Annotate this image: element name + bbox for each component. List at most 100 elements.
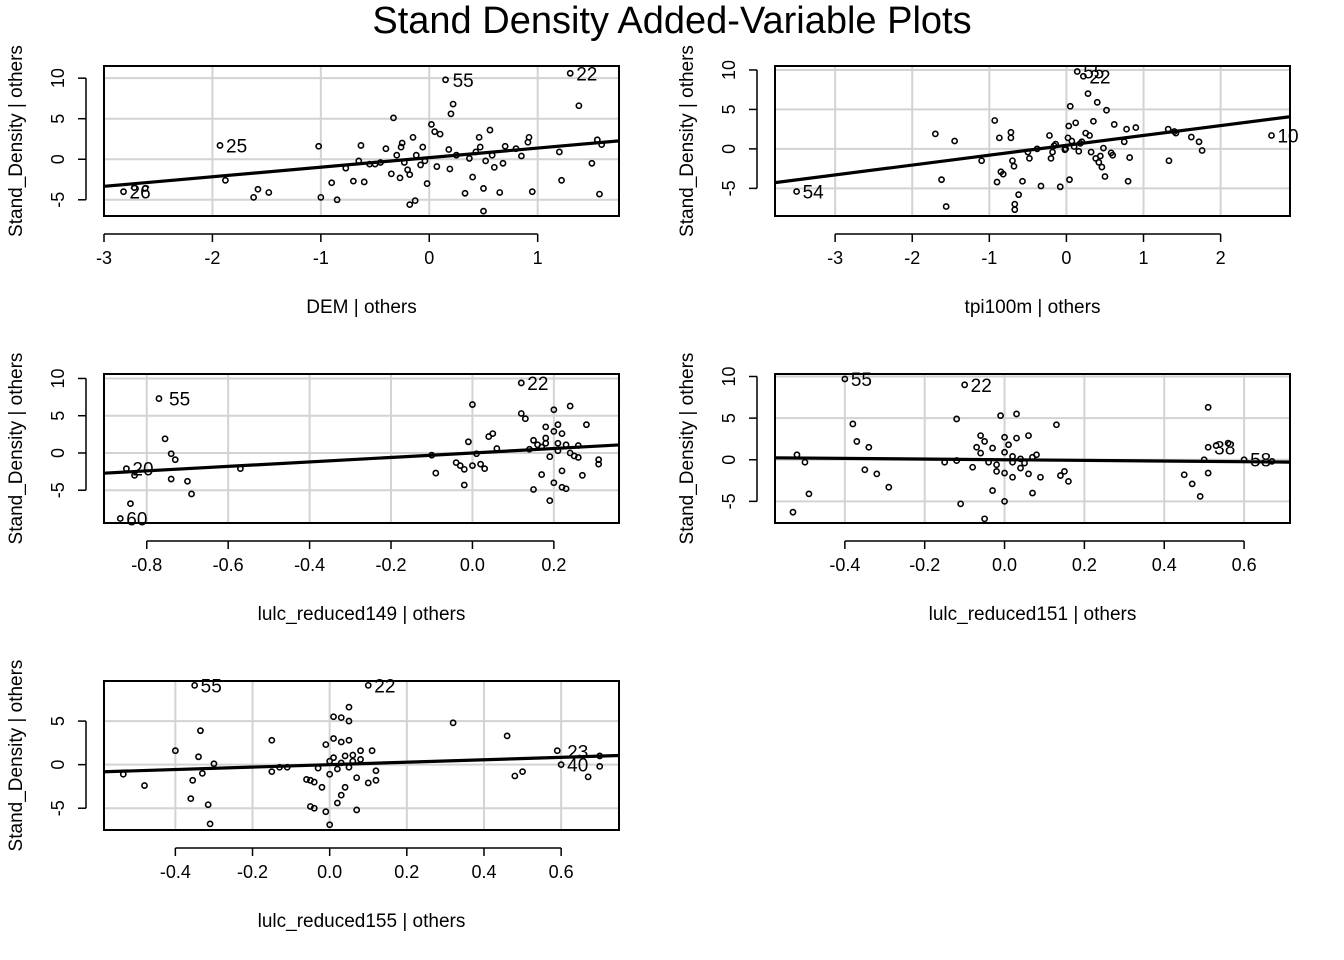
data-point [330, 713, 337, 721]
data-point [119, 770, 127, 778]
data-point [1024, 148, 1032, 156]
data-point [849, 420, 857, 428]
data-point [268, 768, 276, 776]
data-point [222, 176, 229, 184]
data-point [355, 157, 363, 165]
data-point [493, 445, 501, 452]
data-point [546, 453, 554, 461]
point-label: 38 [1214, 438, 1235, 459]
data-point [938, 176, 945, 184]
data-point [538, 471, 546, 478]
data-point [953, 457, 961, 464]
data-point [187, 795, 195, 803]
data-point [1009, 453, 1016, 460]
y-axis-label: Stand_Density | others [6, 660, 27, 852]
data-point [503, 732, 511, 740]
data-point [957, 500, 965, 508]
data-point [530, 436, 537, 444]
data-point [517, 410, 525, 417]
data-point [421, 157, 429, 165]
x-axis-label: DEM | others [306, 297, 417, 318]
fit-line [775, 115, 1290, 185]
data-point [593, 136, 601, 144]
y-axis: -5 0 5 [48, 716, 87, 816]
data-point [542, 423, 550, 431]
data-point [141, 782, 148, 789]
data-point [1084, 90, 1092, 98]
data-point [116, 515, 124, 522]
x-axis: -0.8 -0.6 -0.4 -0.2 0.0 0.2 [131, 540, 566, 575]
data-point [436, 130, 444, 138]
data-point [1001, 497, 1008, 505]
data-point [482, 157, 490, 165]
data-point [1101, 173, 1109, 180]
point-label: 55 [169, 390, 190, 411]
x-tick-label: 1 [1139, 248, 1149, 268]
y-axis: -5 0 5 10 [48, 368, 87, 498]
data-point [1066, 176, 1073, 184]
point-label: 55 [1083, 63, 1104, 84]
data-point [191, 681, 199, 689]
x-tick-label: -0.2 [909, 555, 940, 575]
x-tick-label: -0.2 [376, 555, 407, 575]
y-tick-label: 10 [48, 68, 68, 88]
y-axis-label: Stand_Density | others [6, 353, 27, 545]
x-axis: -0.4 -0.2 0.0 0.2 0.4 0.6 [829, 540, 1257, 575]
data-point [1001, 469, 1008, 477]
data-point [250, 193, 258, 201]
data-point [1007, 134, 1015, 142]
data-point [131, 471, 138, 479]
data-point [546, 497, 554, 505]
data-point [1013, 434, 1020, 442]
data-point [873, 470, 881, 478]
plot-frame [774, 65, 1291, 217]
data-point [167, 450, 175, 458]
data-point [210, 760, 218, 768]
data-point [197, 727, 204, 735]
data-point [511, 772, 519, 780]
data-point [489, 430, 497, 437]
data-point [1090, 117, 1097, 125]
point-label: 20 [132, 460, 153, 481]
data-point [1198, 147, 1206, 154]
data-point [596, 762, 604, 770]
data-point [349, 177, 357, 185]
plot-data [775, 68, 1290, 214]
data-point [446, 165, 454, 173]
data-point [969, 463, 977, 471]
data-point [1010, 162, 1018, 170]
data-point [518, 152, 525, 160]
y-tick-label: 10 [719, 60, 739, 80]
data-point [1204, 403, 1212, 411]
data-point [477, 460, 484, 468]
data-point [130, 184, 138, 192]
data-point [1011, 200, 1019, 208]
data-point [236, 465, 244, 473]
x-tick-label: 0.2 [394, 862, 419, 882]
av-plot-1: 55 22 25 26 -3 -2 -1 0 1 -5 0 5 10 DEM | others Stand_… [6, 45, 620, 318]
data-point [1062, 145, 1070, 153]
data-point [1009, 157, 1016, 165]
data-point [1123, 125, 1130, 133]
data-point [473, 450, 480, 458]
data-point [942, 203, 950, 210]
x-tick-label: -0.4 [829, 555, 860, 575]
x-tick-label: 0 [1061, 248, 1071, 268]
data-point [432, 469, 440, 477]
point-label: 54 [803, 183, 825, 204]
data-point [981, 515, 988, 523]
data-point [951, 137, 959, 145]
data-point [387, 170, 395, 178]
y-tick-label: -5 [48, 482, 68, 498]
data-point [1001, 448, 1008, 456]
data-point [357, 142, 365, 149]
data-point [469, 462, 476, 470]
data-point [490, 163, 498, 171]
av-plot-4: 55 22 38 58 -0.4 -0.2 0.0 0.2 0.4 0.6 -5 0 5 10 lulc_r… [677, 353, 1291, 625]
y-tick-label: 0 [719, 455, 739, 465]
data-point [469, 401, 476, 408]
x-tick-label: -0.8 [131, 555, 162, 575]
data-point [1268, 132, 1275, 139]
data-point [801, 458, 809, 466]
data-point [574, 442, 582, 449]
